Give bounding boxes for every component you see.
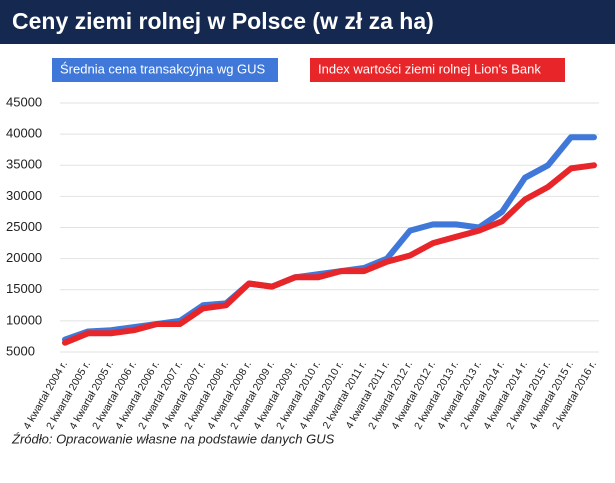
- legend: Średnia cena transakcyjna wg GUS Index wa…: [52, 58, 565, 82]
- title-bar: [0, 0, 615, 44]
- y-tick-label: 35000: [6, 157, 42, 172]
- legend-swatch: [310, 58, 565, 82]
- legend-label: Index wartości ziemi rolnej Lion's Bank: [318, 61, 541, 76]
- chart-title: Ceny ziemi rolnej w Polsce (w zł za ha): [12, 8, 434, 34]
- legend-label: Średnia cena transakcyjna wg GUS: [60, 61, 266, 76]
- y-tick-label: 30000: [6, 188, 42, 203]
- legend-swatch: [52, 58, 278, 82]
- y-tick-label: 10000: [6, 312, 42, 327]
- source-note: Źródło: Opracowanie własne na podstawie …: [11, 431, 335, 446]
- y-tick-label: 40000: [6, 126, 42, 141]
- y-tick-label: 20000: [6, 250, 42, 265]
- y-tick-label: 25000: [6, 219, 42, 234]
- series-line: [62, 134, 597, 343]
- y-tick-label: 5000: [6, 343, 35, 358]
- series-line: [62, 162, 597, 346]
- y-tick-label: 45000: [6, 94, 42, 109]
- y-tick-label: 15000: [6, 281, 42, 296]
